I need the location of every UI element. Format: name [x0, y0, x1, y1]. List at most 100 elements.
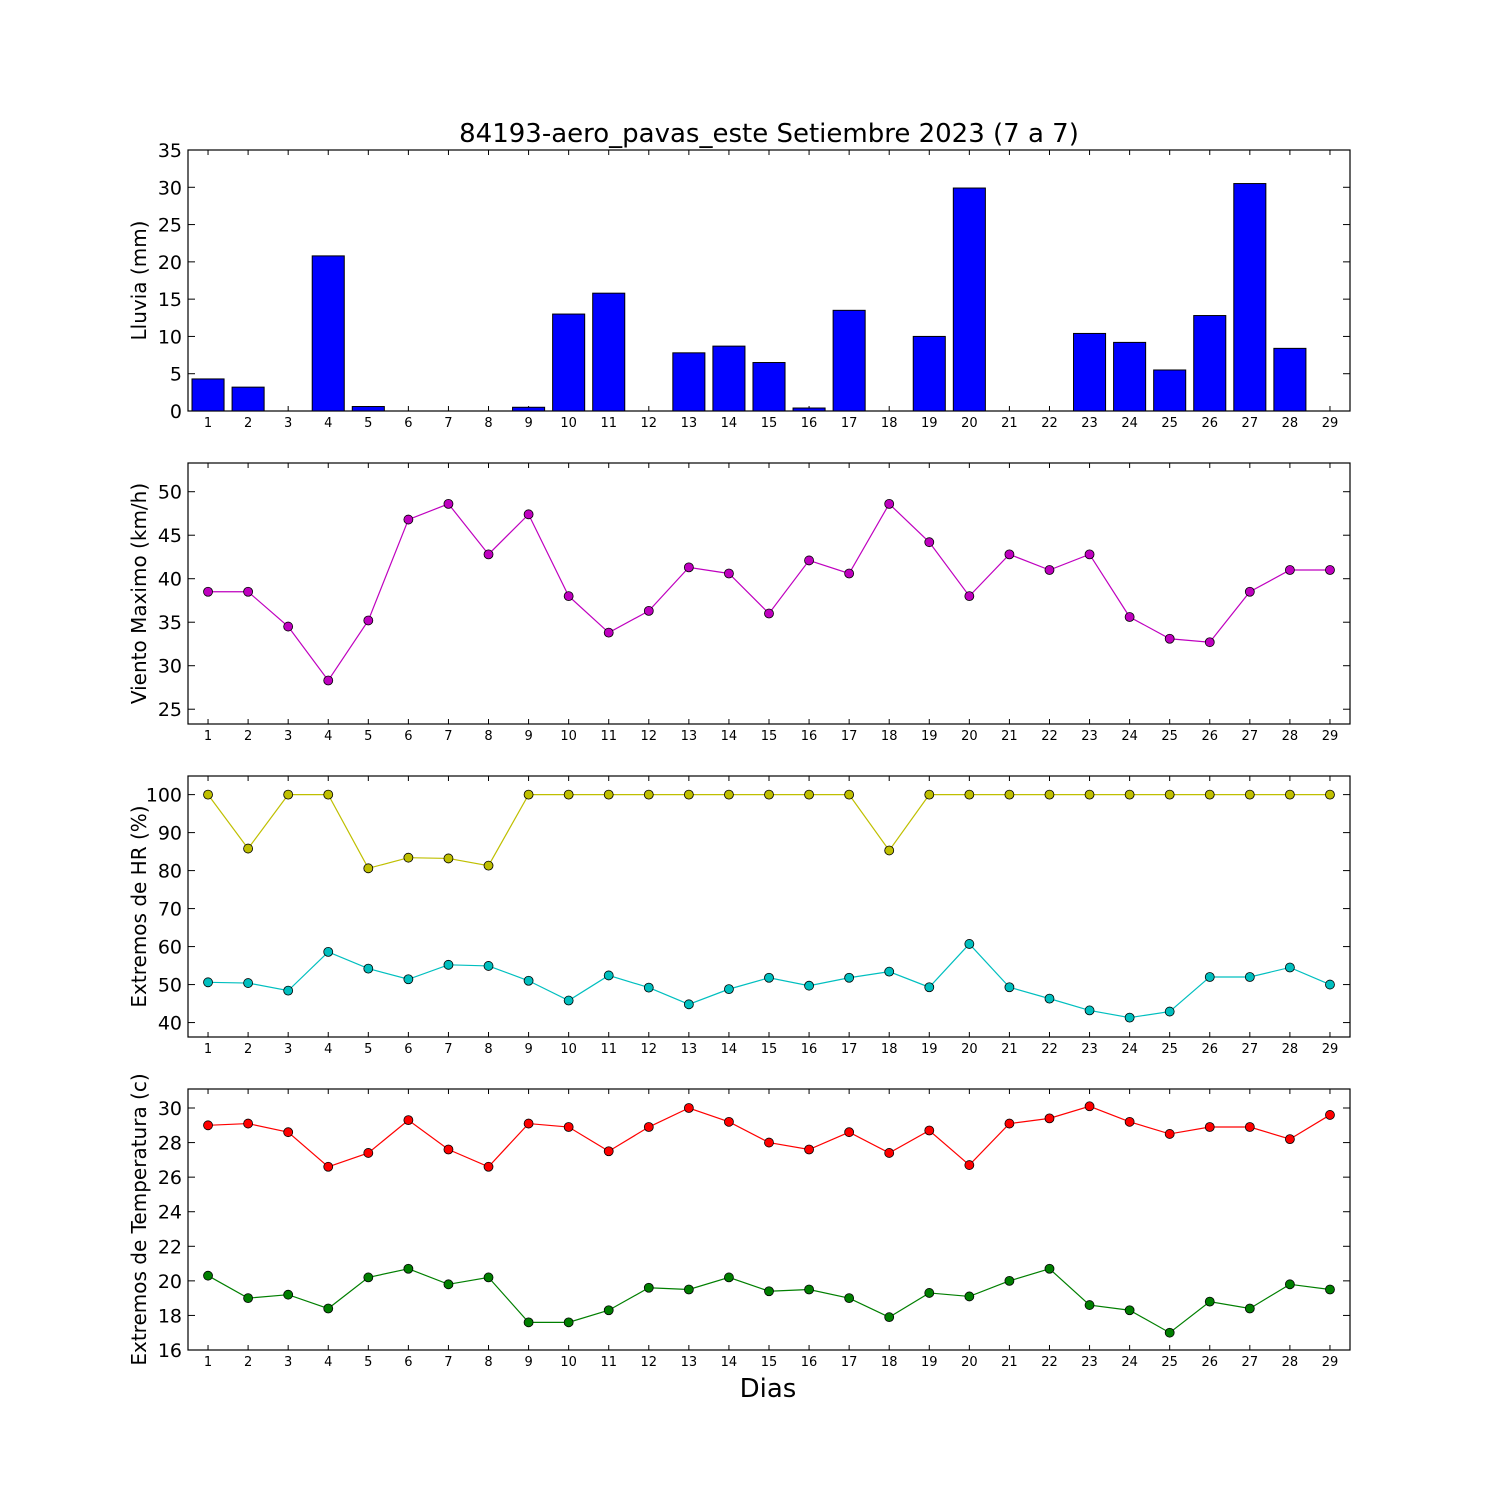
x-tick-label: 1	[204, 1042, 212, 1057]
point-day-13	[683, 1284, 694, 1295]
x-tick-label: 22	[1041, 416, 1058, 431]
point-day-19	[924, 982, 935, 993]
x-tick-label: 23	[1081, 1355, 1098, 1370]
point-day-18	[884, 966, 895, 977]
x-tick-label: 3	[284, 729, 292, 744]
y-tick-label: 0	[170, 401, 182, 423]
point-day-5	[363, 863, 374, 874]
point-day-19	[924, 789, 935, 800]
point-day-11	[603, 627, 614, 638]
x-tick-label: 25	[1161, 1355, 1178, 1370]
point-day-12	[643, 1282, 654, 1293]
point-day-29	[1325, 1110, 1335, 1120]
x-tick-label: 16	[801, 729, 818, 744]
point-day-29	[1325, 565, 1335, 575]
point-day-10	[563, 591, 574, 602]
x-tick-label: 24	[1121, 416, 1138, 431]
point-day-13	[683, 1103, 694, 1113]
x-tick-label: 6	[404, 416, 412, 431]
point-day-9	[523, 789, 534, 800]
point-day-23	[1084, 549, 1095, 560]
point-day-16	[804, 1284, 814, 1295]
x-tick-label: 15	[761, 416, 778, 431]
x-tick-label: 28	[1282, 416, 1299, 431]
x-tick-label: 10	[560, 416, 577, 431]
point-day-21	[1004, 982, 1015, 993]
y-tick-label: 30	[158, 1098, 182, 1120]
x-tick-label: 18	[881, 729, 898, 744]
y-tick-label: 30	[158, 656, 182, 678]
x-tick-label: 5	[364, 1042, 372, 1057]
point-day-18	[884, 845, 895, 856]
point-day-11	[603, 970, 614, 981]
x-tick-label: 29	[1322, 729, 1339, 744]
x-tick-label: 4	[324, 1355, 332, 1370]
point-day-28	[1284, 565, 1295, 575]
point-day-21	[1004, 789, 1015, 800]
x-tick-label: 2	[244, 1355, 252, 1370]
point-day-11	[603, 789, 614, 800]
x-tick-label: 19	[921, 1042, 938, 1057]
point-day-3	[283, 985, 294, 996]
x-tick-label: 1	[204, 729, 212, 744]
bar-day-19	[912, 335, 946, 412]
x-tick-label: 11	[600, 729, 617, 744]
point-day-21	[1004, 549, 1015, 560]
x-tick-label: 26	[1201, 1042, 1218, 1057]
bar-day-20	[952, 187, 986, 412]
point-day-25	[1164, 789, 1175, 800]
point-day-6	[403, 852, 414, 863]
bar-day-10	[552, 313, 586, 412]
x-tick-label: 6	[404, 1355, 412, 1370]
x-tick-label: 5	[364, 416, 372, 431]
point-day-17	[844, 1293, 855, 1304]
point-day-3	[283, 1289, 294, 1300]
x-tick-label: 11	[600, 1042, 617, 1057]
point-day-8	[483, 1161, 494, 1172]
x-tick-label: 19	[921, 416, 938, 431]
x-tick-label: 16	[801, 416, 818, 431]
point-day-5	[363, 963, 374, 974]
y-tick-label: 18	[158, 1305, 182, 1327]
point-day-6	[403, 1263, 414, 1274]
y-tick-label: 28	[158, 1133, 182, 1155]
x-tick-label: 7	[444, 1355, 452, 1370]
point-day-19	[924, 1125, 935, 1136]
y-tick-label: 30	[158, 177, 182, 199]
point-day-7	[443, 853, 454, 864]
y-tick-label: 10	[158, 326, 182, 348]
point-day-9	[523, 1118, 534, 1129]
x-tick-label: 15	[761, 1355, 778, 1370]
chart-title: 84193-aero_pavas_este Setiembre 2023 (7 …	[459, 119, 1079, 149]
y-tick-label: 50	[158, 975, 182, 997]
x-tick-label: 10	[560, 1355, 577, 1370]
x-tick-label: 12	[641, 1355, 658, 1370]
point-day-24	[1124, 789, 1135, 800]
point-day-15	[764, 608, 774, 619]
bar-day-24	[1113, 341, 1147, 412]
point-day-29	[1325, 789, 1335, 800]
point-day-16	[804, 980, 814, 991]
x-tick-label: 23	[1081, 729, 1098, 744]
y-tick-label: 24	[158, 1202, 182, 1224]
point-day-1	[203, 1120, 213, 1131]
x-tick-label: 29	[1322, 1355, 1339, 1370]
point-day-2	[243, 1118, 254, 1129]
point-day-23	[1084, 1101, 1095, 1112]
point-day-22	[1044, 565, 1055, 575]
x-tick-label: 11	[600, 1355, 617, 1370]
point-day-17	[844, 1127, 855, 1138]
y-axis-label: Extremos de Temperatura (c)	[127, 1073, 151, 1365]
y-tick-label: 60	[158, 937, 182, 959]
point-day-15	[764, 1137, 774, 1148]
point-day-15	[764, 972, 774, 983]
x-tick-label: 12	[641, 729, 658, 744]
x-tick-label: 13	[681, 729, 698, 744]
point-day-27	[1244, 789, 1255, 800]
point-day-14	[724, 984, 734, 995]
x-tick-label: 10	[560, 729, 577, 744]
point-day-13	[683, 562, 694, 573]
point-day-19	[924, 1288, 935, 1298]
